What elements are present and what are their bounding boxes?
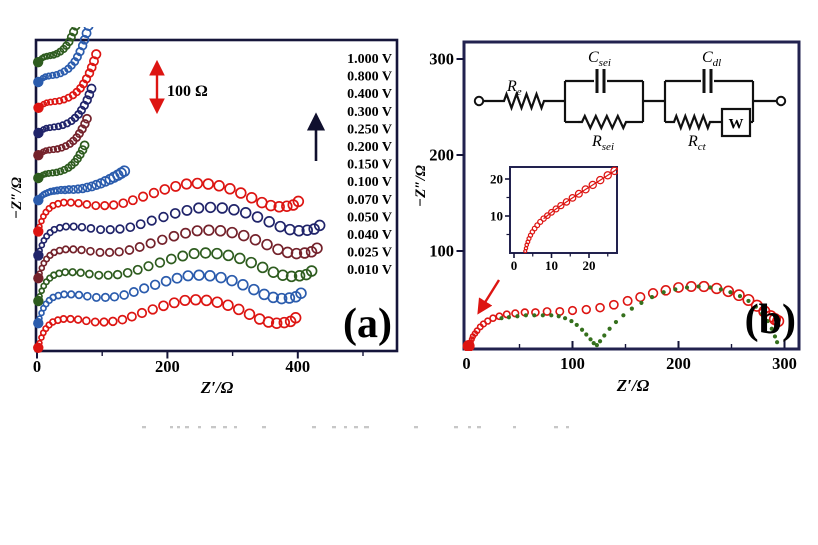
- voltage-legend-item: 0.100 V: [347, 175, 392, 190]
- panel-a-plot-box: [34, 38, 399, 353]
- panel-b-x-tick-label: 0: [462, 354, 470, 373]
- panel-a-x-axis-label: Z′/Ω: [200, 378, 234, 397]
- scale-arrow-label: 100 Ω: [167, 83, 208, 100]
- series-0.100V: [33, 177, 305, 237]
- circuit-label-Re: Re: [506, 78, 522, 98]
- series-0.070V: [33, 201, 326, 261]
- voltage-legend: 1.000 V 0.800 V 0.400 V 0.300 V 0.250 V 0.200…: [347, 52, 392, 278]
- fit-series: [499, 284, 780, 348]
- voltage-legend-item: 0.040 V: [347, 228, 392, 243]
- panel-b-series: [462, 280, 785, 351]
- voltage-legend-item: 1.000 V: [347, 52, 392, 67]
- inset-plot: 0 10 20 10 20: [490, 166, 618, 273]
- circuit-label-W: W: [729, 117, 744, 133]
- voltage-legend-item: 0.800 V: [347, 70, 392, 85]
- panel-b-x-tick-label: 100: [560, 354, 585, 373]
- inset-plot-box: [509, 166, 618, 254]
- panel-b-y-tick-label: 200: [429, 146, 454, 165]
- inset-y-tick-label: 20: [490, 172, 503, 187]
- panel-a-y-axis-label: −Z″/Ω: [9, 177, 25, 219]
- voltage-legend-item: 0.050 V: [347, 210, 392, 225]
- panel-a-corner-label: (a): [343, 301, 392, 347]
- series-0.300V: [33, 83, 97, 139]
- series-0.040V: [33, 247, 318, 307]
- panel-b-y-tick-label: 100: [429, 242, 454, 261]
- panel-a-x-tick-label: 400: [285, 357, 310, 376]
- circuit-label-Cdl: Cdl: [702, 49, 721, 69]
- origin-pointer-arrow: [477, 279, 501, 315]
- panel-b-y-axis-label: −Z″/Ω: [413, 165, 429, 207]
- inset-y-tick-label: 10: [490, 209, 503, 224]
- warburg-element-box: [720, 107, 752, 138]
- panel-a-x-tick-label: 0: [33, 357, 41, 376]
- voltage-legend-item: 0.010 V: [347, 263, 392, 278]
- inset-x-tick-label: 0: [511, 258, 518, 273]
- voltage-legend-item: 0.300 V: [347, 105, 392, 120]
- inset-x-tick-label: 10: [545, 258, 558, 273]
- inset-measured-series: [523, 166, 618, 254]
- series-0.250V: [33, 113, 92, 161]
- series-0.050V: [33, 224, 323, 284]
- panel-b-plot-content: 0 100 200 300 100 200 300 Re Csei Rsei Cdl Rct W 0 10 2…: [429, 49, 797, 373]
- series-0.400V: [33, 49, 102, 114]
- series-0.010V: [33, 294, 302, 353]
- panel-b-x-axis-label: Z′/Ω: [616, 376, 650, 395]
- panel-b-y-tick-label: 300: [429, 50, 454, 69]
- series-0.800V: [33, 27, 94, 88]
- inset-x-tick-label: 20: [583, 258, 596, 273]
- voltage-legend-item: 0.150 V: [347, 158, 392, 173]
- panel-b-x-tick-label: 300: [772, 354, 797, 373]
- circuit-label-Rct: Rct: [687, 133, 707, 153]
- circuit-label-Rsei: Rsei: [591, 133, 614, 153]
- panel-b-x-tick-label: 200: [666, 354, 691, 373]
- voltage-legend-item: 0.070 V: [347, 193, 392, 208]
- circuit-left-terminal-icon: [473, 95, 485, 107]
- panel-a-x-ticks: 0 200 400: [33, 351, 364, 376]
- voltage-legend-item: 0.200 V: [347, 140, 392, 155]
- voltage-legend-item: 0.025 V: [347, 246, 392, 261]
- panel-a-series: [32, 27, 326, 353]
- panel-b-corner-label: (b): [745, 297, 796, 343]
- series-0.025V: [33, 269, 307, 329]
- panel-a-plot-content: 0 200 400 1.000 V 0.800 V 0.400 V 0.300 V 0.250…: [32, 27, 392, 376]
- panel-b: Z′/Ω −Z″/Ω 0 100 200 300100200300ReCseiRsei…: [413, 40, 801, 395]
- equivalent-circuit-diagram: Re Csei Rsei Cdl Rct W: [473, 49, 787, 153]
- voltage-legend-item: 0.400 V: [347, 87, 392, 102]
- panel-b-plot-box: [462, 40, 801, 351]
- voltage-legend-item: 0.250 V: [347, 122, 392, 137]
- circuit-right-terminal-icon: [775, 95, 787, 107]
- series-0.200V: [33, 140, 90, 184]
- circuit-label-Csei: Csei: [588, 49, 611, 69]
- truncated-caption-marks: [142, 426, 569, 429]
- series-1.000V: [32, 27, 81, 68]
- measured-series: [462, 280, 785, 351]
- series-0.150V: [33, 165, 131, 206]
- panel-a-x-tick-label: 200: [155, 357, 180, 376]
